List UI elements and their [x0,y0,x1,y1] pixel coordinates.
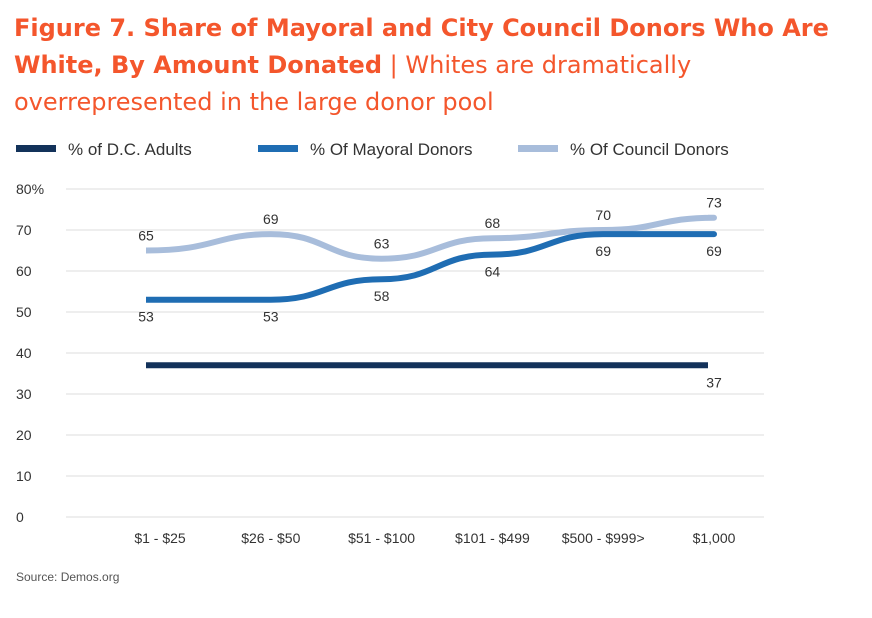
data-label: 69 [595,243,611,259]
title-separator: | [389,51,398,79]
data-label: 53 [263,309,279,325]
source-note: Source: Demos.org [16,570,120,584]
title-main: Figure 7. Share of Mayoral and City Coun… [14,14,829,79]
legend-label: % Of Council Donors [570,140,729,159]
data-label: 64 [485,264,501,280]
data-label: 70 [595,207,611,223]
data-label: 69 [706,243,722,259]
data-label: 63 [374,236,390,252]
y-tick-label: 80% [16,181,44,197]
y-tick-label: 20 [16,427,32,443]
data-label: 68 [485,215,501,231]
line-chart: % of D.C. Adults % Of Mayoral Donors % Of … [16,140,764,546]
legend: % of D.C. Adults % Of Mayoral Donors % Of … [16,140,729,159]
x-tick-label: $51 - $100 [348,530,415,546]
y-tick-label: 0 [16,509,24,525]
legend-swatch [16,145,56,152]
x-tick-label: $500 - $999> [562,530,645,546]
x-tick-label: $1,000 [693,530,736,546]
y-tick-label: 60 [16,263,32,279]
y-tick-label: 50 [16,304,32,320]
legend-label: % Of Mayoral Donors [310,140,473,159]
y-axis: 0 10 20 30 40 50 60 70 80% [16,181,44,525]
y-tick-label: 70 [16,222,32,238]
data-label: 37 [706,374,722,390]
y-tick-label: 40 [16,345,32,361]
y-tick-label: 10 [16,468,32,484]
data-label: 69 [263,211,279,227]
x-axis: $1 - $25 $26 - $50 $51 - $100 $101 - $499 $5… [134,530,735,546]
data-label: 73 [706,195,722,211]
y-tick-label: 30 [16,386,32,402]
data-label: 65 [138,228,154,244]
x-tick-label: $1 - $25 [134,530,186,546]
series-line [145,214,717,262]
chart-title: Figure 7. Share of Mayoral and City Coun… [14,10,864,121]
series-lines [145,214,717,369]
title-subtitle: Whites are dramatically overrepresented … [14,51,692,116]
legend-swatch [258,145,298,152]
legend-swatch [518,145,558,152]
series-line [146,231,717,303]
gridlines [66,188,764,518]
data-label: 53 [138,309,154,325]
legend-label: % of D.C. Adults [68,140,192,159]
x-tick-label: $101 - $499 [455,530,530,546]
x-tick-label: $26 - $50 [241,530,300,546]
data-labels: 37 53 53 58 64 69 69 65 69 63 68 70 73 [138,195,722,391]
data-label: 58 [374,288,390,304]
